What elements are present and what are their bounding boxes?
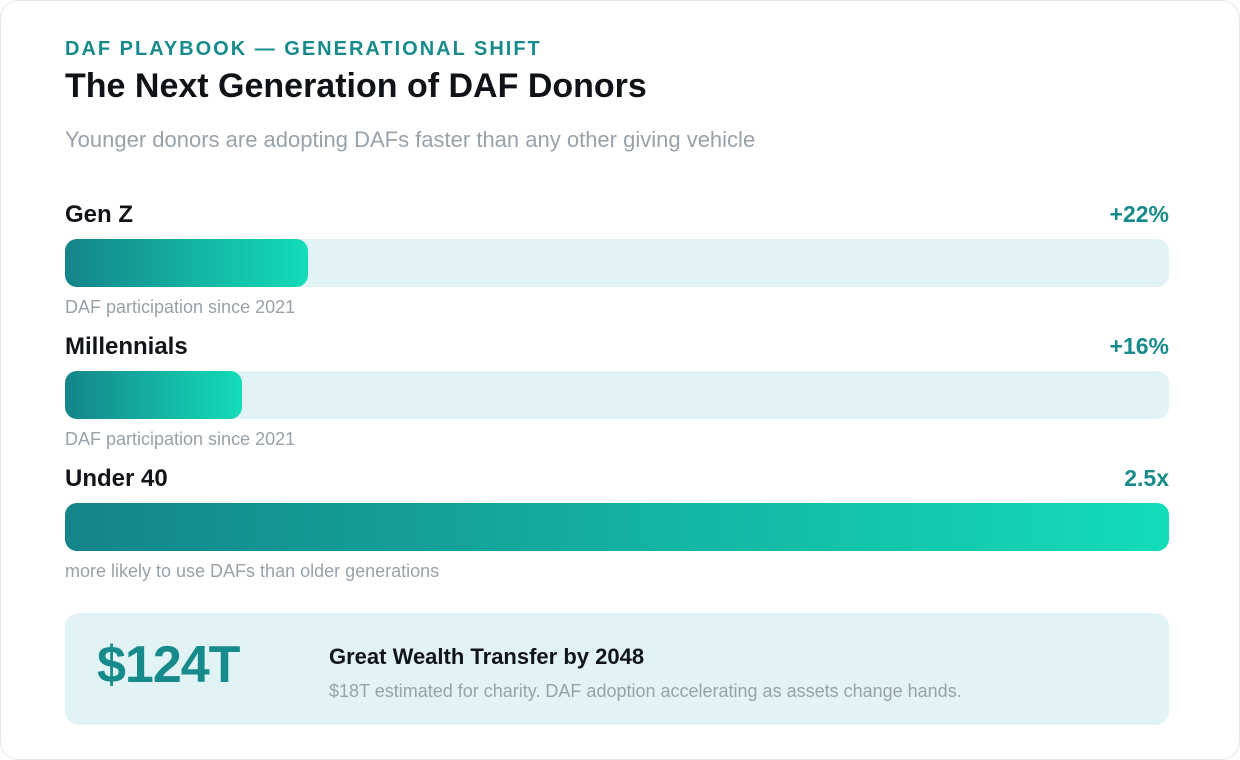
bar [65, 239, 308, 287]
bar-note: DAF participation since 2021 [65, 297, 296, 317]
bar-category-label: Under 40 [65, 465, 168, 492]
eyebrow-label: DAF PLAYBOOK — GENERATIONAL SHIFT [65, 38, 542, 60]
page-subtitle: Younger donors are adopting DAFs faster … [65, 127, 756, 152]
bar-row: Gen Z +22% DAF participation since 2021 [65, 201, 1169, 321]
bar-value-label: +16% [1109, 333, 1169, 359]
bar [65, 371, 242, 419]
bar-note: DAF participation since 2021 [65, 429, 296, 449]
bar-track [65, 503, 1169, 551]
bar-note: more likely to use DAFs than older gener… [65, 561, 440, 581]
page-title: The Next Generation of DAF Donors [65, 67, 647, 105]
bar-category-label: Gen Z [65, 201, 134, 228]
callout-number: $124T [97, 636, 240, 694]
bar-row: Under 40 2.5x more likely to use DAFs than… [65, 465, 1169, 585]
bar-value-label: 2.5x [1124, 465, 1169, 491]
callout-title: Great Wealth Transfer by 2048 [329, 644, 645, 669]
wealth-transfer-callout: $124T Great Wealth Transfer by 2048 $18T… [65, 613, 1169, 725]
callout-text: $18T estimated for charity. DAF adoption… [329, 681, 962, 701]
bar [65, 503, 1169, 551]
bar-value-label: +22% [1109, 201, 1169, 227]
bar-category-label: Millennials [65, 333, 188, 360]
bar-track [65, 371, 1169, 419]
bar-track [65, 239, 1169, 287]
bar-row: Millennials +16% DAF participation since 2… [65, 333, 1169, 453]
